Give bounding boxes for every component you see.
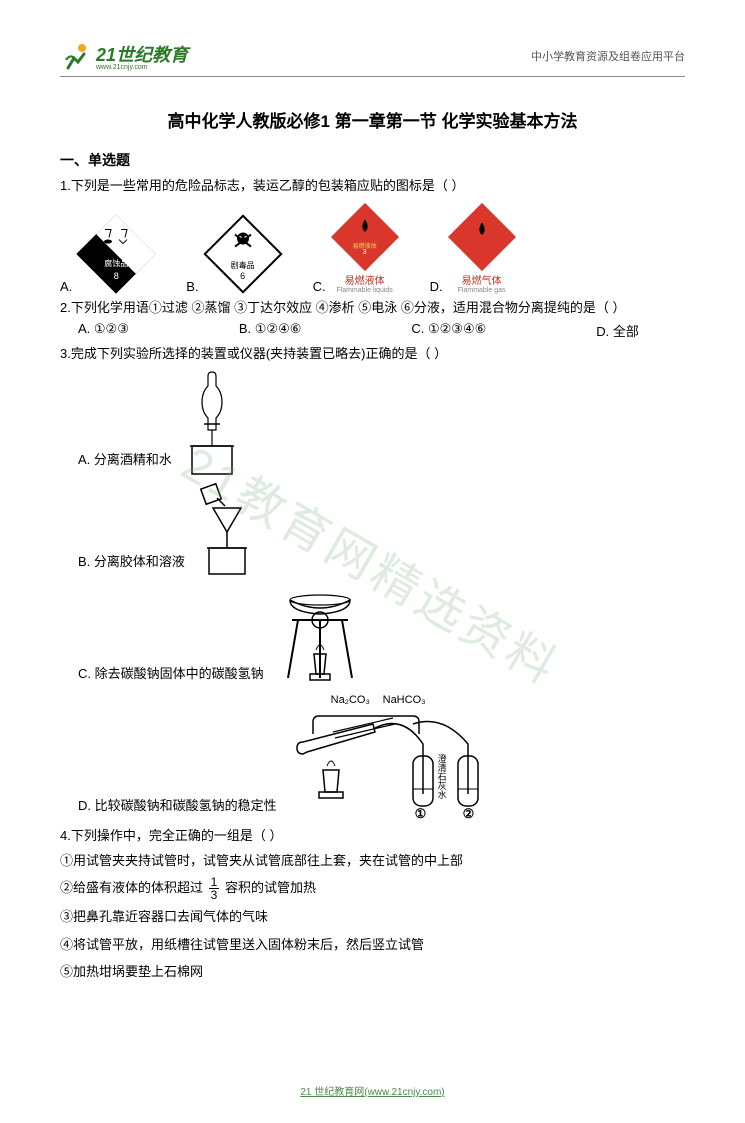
evaporating-dish-apparatus-icon [270,582,370,692]
q1-stem: 1.下列是一些常用的危险品标志，装运乙醇的包装箱应贴的图标是（ ） [60,176,685,196]
q3-row-a: A. 分离酒精和水 [60,368,685,478]
q1-d-caption: 易燃气体 [447,272,517,287]
q1-a-num: 8 [76,271,156,281]
separating-funnel-apparatus-icon [178,368,258,478]
q3-d-formula1: Na₂CO₃ [331,694,370,706]
q3-b-label: B. 分离胶体和溶液 [78,551,185,580]
logo-sub-text: www.21cnjy.com [96,64,188,71]
hazard-diamond-flammable-liquid: 易燃液体 3 [330,202,400,272]
q1-c-num: 3 [330,249,400,256]
q4-item3: ③把鼻孔靠近容器口去闻气体的气味 [60,905,685,928]
q1-c-sub: Flammable liquids [330,287,400,294]
q2-d: D. 全部 [596,321,639,340]
q3-d-formula2: NaHCO₃ [383,694,426,706]
q1-d-label: D. [430,279,443,294]
q1-option-c: C. 易燃液体 3 易燃液体 Flammable liquids [313,202,400,294]
q1-a-diamond-label: 腐蚀品 [76,258,156,269]
q3-d-circle1: ① [415,806,427,822]
q2-a: A. ①②③ [78,321,129,340]
q2-b: B. ①②④⑥ [239,321,302,340]
q1-b-num: 6 [203,271,283,281]
q4-item5: ⑤加热坩埚要垫上石棉网 [60,960,685,983]
q3-d-limewater-label: 澄清石灰水 [437,754,446,799]
page-footer: 21 世纪教育网(www.21cnjy.com) [0,1083,745,1098]
q3-d-label: D. 比较碳酸钠和碳酸氢钠的稳定性 [78,795,277,824]
q1-c-caption: 易燃液体 [330,272,400,287]
q1-option-d: D. 易燃气体 Flammable gas [430,202,517,294]
q4-item2-post: 容积的试管加热 [225,880,316,895]
q1-a-label: A. [60,279,72,294]
fraction-one-third: 1 3 [209,876,220,901]
logo-icon [60,40,92,72]
q1-options: A. 腐蚀品 8 B. [60,202,685,294]
hazard-diamond-corrosive: 腐蚀品 8 [76,214,156,294]
q3-c-label: C. 除去碳酸钠固体中的碳酸氢钠 [78,663,264,692]
fraction-denominator: 3 [209,889,220,901]
section-heading: 一、单选题 [60,150,685,170]
q3-d-circle2: ② [463,806,475,822]
q1-b-diamond-label: 剧毒品 [203,260,283,271]
q3-row-d: D. 比较碳酸钠和碳酸氢钠的稳定性 Na₂CO₃ NaHCO₃ 澄清石 [60,694,685,824]
q1-option-a: A. 腐蚀品 8 [60,214,156,294]
filtration-apparatus-icon [191,480,271,580]
page-title: 高中化学人教版必修1 第一章第一节 化学实验基本方法 [60,107,685,132]
corrosive-icon [101,227,131,245]
q3-a-label: A. 分离酒精和水 [78,449,172,478]
flame-icon [356,218,374,236]
q4-item2: ②给盛有液体的体积超过 1 3 容积的试管加热 [60,876,685,901]
q1-b-label: B. [186,279,198,294]
logo-main-text: 21世纪教育 [96,45,188,65]
q1-c-label: C. [313,279,326,294]
q3-stem: 3.完成下列实验所选择的装置或仪器(夹持装置已略去)正确的是（ ） [60,344,685,364]
page-header: 21世纪教育 www.21cnjy.com 中小学教育资源及组卷应用平台 [60,40,685,77]
flame-icon [473,220,491,238]
header-right-text: 中小学教育资源及组卷应用平台 [531,48,685,64]
skull-icon [231,231,255,251]
q2-stem: 2.下列化学用语①过滤 ②蒸馏 ③丁达尔效应 ④渗析 ⑤电泳 ⑥分液，适用混合物… [60,298,685,318]
q3-row-c: C. 除去碳酸钠固体中的碳酸氢钠 [60,582,685,692]
q4-items: ①用试管夹夹持试管时，试管夹从试管底部往上套，夹在试管的中上部 ②给盛有液体的体… [60,849,685,984]
stability-comparison-apparatus: Na₂CO₃ NaHCO₃ 澄清石灰水 ① ② [283,694,503,824]
hazard-diamond-toxic: 剧毒品 6 [203,214,283,294]
q2-c: C. ①②③④⑥ [411,321,486,340]
q4-item4: ④将试管平放，用纸槽往试管里送入固体粉末后，然后竖立试管 [60,933,685,956]
q4-stem: 4.下列操作中，完全正确的一组是（ ） [60,826,685,846]
q2-options: A. ①②③ B. ①②④⑥ C. ①②③④⑥ D. 全部 [60,321,685,340]
hazard-diamond-flammable-gas [447,202,517,272]
q4-item1: ①用试管夹夹持试管时，试管夹从试管底部往上套，夹在试管的中上部 [60,849,685,872]
q3-row-b: B. 分离胶体和溶液 [60,480,685,580]
logo: 21世纪教育 www.21cnjy.com [60,40,188,72]
q1-d-sub: Flammable gas [447,287,517,294]
q4-item2-pre: ②给盛有液体的体积超过 [60,880,203,895]
q1-option-b: B. 剧毒品 6 [186,214,282,294]
